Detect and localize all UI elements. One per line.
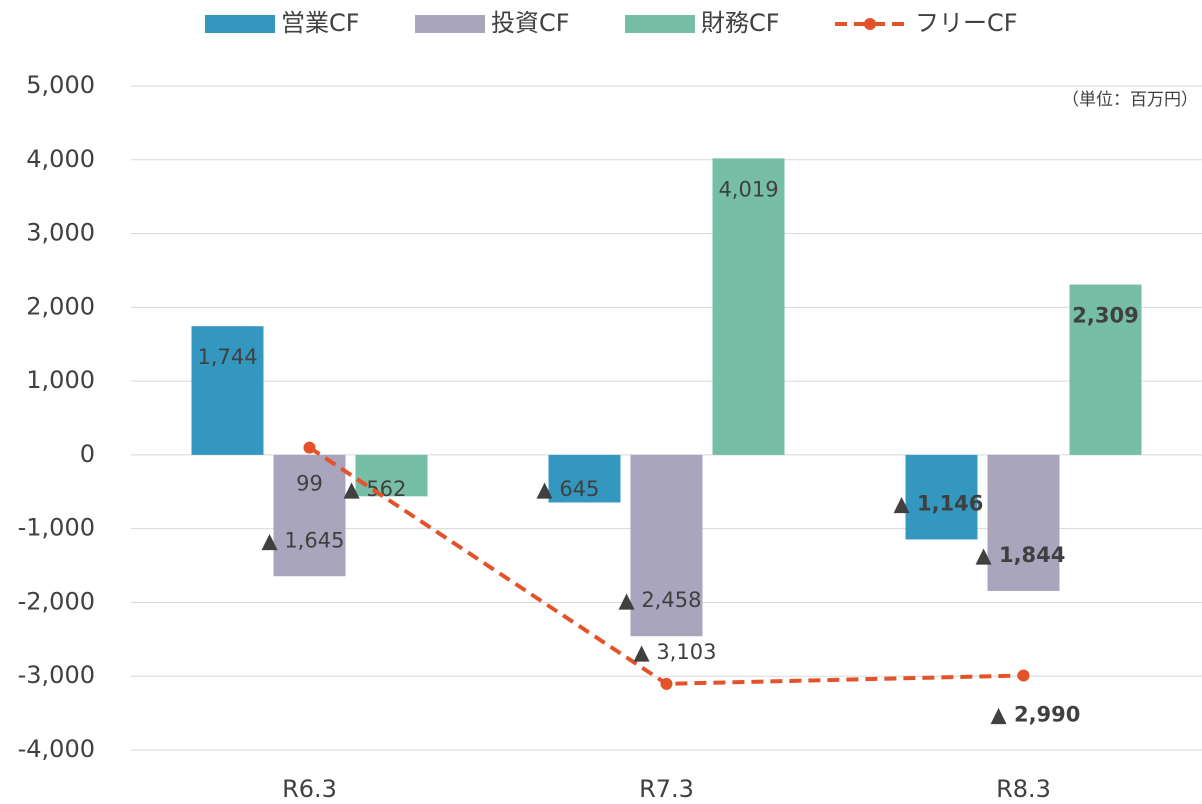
value-label: 99 [296,472,323,496]
value-label: ▲ 1,844 [976,543,1066,567]
x-tick-label: R8.3 [996,775,1051,803]
value-label: ▲ 2,458 [619,588,702,612]
legend-swatch [625,15,695,33]
bar [712,158,785,455]
legend-label: フリーCF [915,9,1018,37]
y-tick-label: 4,000 [26,145,95,173]
legend-label: 財務CF [701,9,780,37]
y-tick-label: 2,000 [26,292,95,320]
value-label: 2,309 [1072,304,1138,328]
line-point [1017,669,1030,682]
bar [355,454,428,497]
y-tick-label: 5,000 [26,71,95,99]
value-label: ▲ 645 [537,477,600,501]
x-tick-label: R7.3 [639,775,694,803]
y-tick-label: 1,000 [26,366,95,394]
value-label: ▲ 1,645 [262,528,345,552]
bar [273,454,346,577]
legend-label: 投資CF [491,9,570,37]
value-label: ▲ 1,146 [894,491,984,515]
bar [191,326,264,455]
legend-swatch [205,15,275,33]
bar [548,454,621,503]
value-label: 1,744 [197,345,257,369]
value-label: 4,019 [718,177,778,201]
y-tick-label: -2,000 [18,587,95,615]
legend-label: 営業CF [281,9,360,37]
y-tick-label: 3,000 [26,219,95,247]
bar [1069,284,1142,455]
y-tick-label: 0 [80,440,95,468]
y-tick-label: -4,000 [18,735,95,763]
legend-dot [864,18,876,30]
y-tick-label: -3,000 [18,661,95,689]
unit-note: （単位：百万円） [1062,90,1198,110]
x-tick-label: R6.3 [282,775,337,803]
value-label: ▲ 2,990 [991,702,1081,726]
bar [987,454,1060,591]
line-point [660,677,673,690]
line-point [303,441,316,454]
value-label: ▲ 3,103 [634,640,717,664]
legend-swatch [415,15,485,33]
bar [905,454,978,540]
y-tick-label: -1,000 [18,514,95,542]
bar [630,454,703,637]
